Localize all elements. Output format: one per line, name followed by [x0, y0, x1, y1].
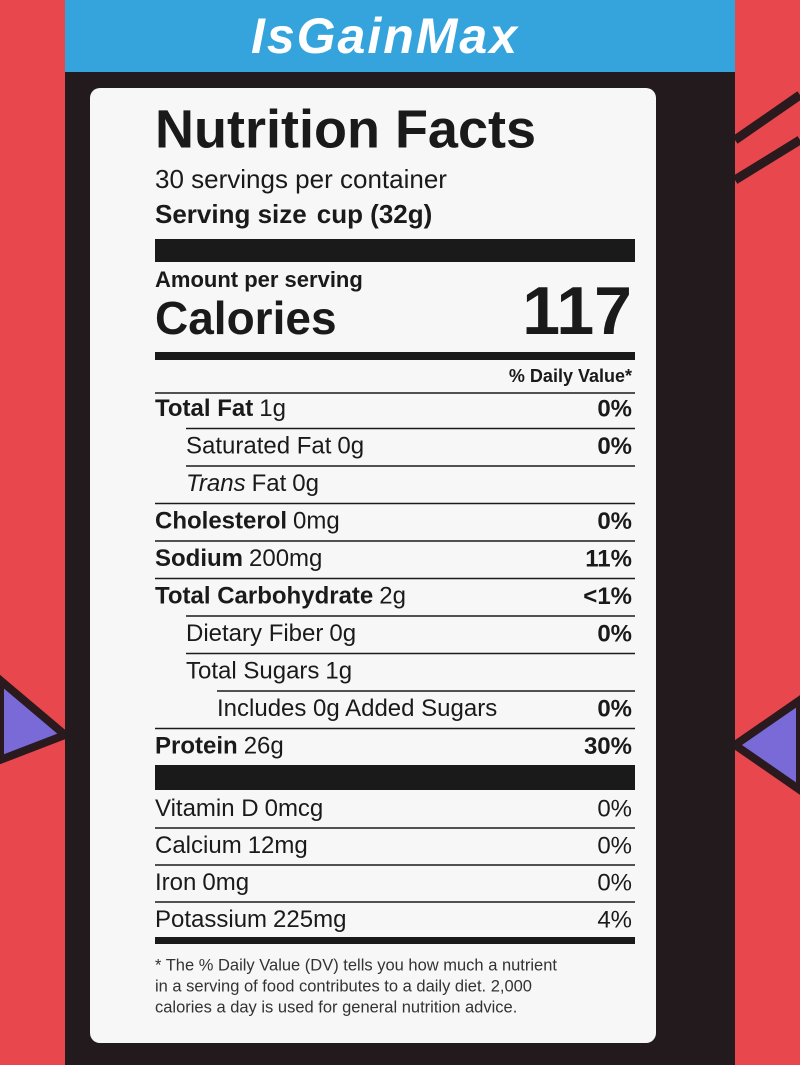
- nutrient-name-italic: Trans: [186, 470, 246, 497]
- servings: 30 servings per container: [155, 164, 447, 194]
- nutrient-name: Total Fat: [155, 395, 253, 422]
- nutrient-row: Total Sugars 1g: [186, 658, 352, 685]
- vitamin-row: Vitamin D 0mcg: [155, 795, 323, 822]
- nutrient-row: Dietary Fiber 0g: [186, 620, 356, 647]
- dv-header: % Daily Value*: [509, 366, 632, 386]
- vitamin-dv: 0%: [597, 795, 632, 822]
- thick-rule: [155, 765, 635, 790]
- vitamin-row: Iron 0mg: [155, 869, 249, 896]
- nutrient-row: Sodium 200mg: [155, 545, 322, 572]
- nutrient-name: Cholesterol: [155, 508, 287, 535]
- vitamin-row: Potassium 225mg: [155, 906, 346, 933]
- amount-per-serving: Amount per serving: [155, 267, 363, 292]
- vitamin-row: Calcium 12mg: [155, 832, 308, 859]
- decor-stripes: [732, 91, 800, 184]
- nutrient-amount: 2g: [379, 583, 406, 610]
- nutrient-name: Protein: [155, 733, 238, 760]
- brand-banner: [65, 0, 735, 74]
- nutrient-name: Fat: [252, 470, 287, 497]
- brand-name: IsGainMax: [251, 8, 519, 64]
- nutrient-row: Total Carbohydrate 2g: [155, 583, 406, 610]
- nutrient-dv: 0%: [597, 620, 632, 647]
- title: Nutrition Facts: [155, 99, 536, 159]
- vitamin-dv: 4%: [597, 906, 632, 933]
- nutrient-amount: 1g: [325, 658, 352, 685]
- vitamin-amount: 0mcg: [265, 795, 324, 822]
- nutrient-dv: 0%: [597, 395, 632, 422]
- nutrient-dv: 0%: [597, 433, 632, 460]
- nutrient-row: Trans Fat 0g: [186, 470, 319, 497]
- nutrient-dv: 0%: [597, 695, 632, 722]
- vitamin-amount: 12mg: [248, 832, 308, 859]
- nutrient-name: Dietary Fiber: [186, 620, 323, 647]
- label-panel: [90, 88, 656, 1043]
- nutrient-dv: 0%: [597, 508, 632, 535]
- nutrient-amount: 0g: [337, 433, 364, 460]
- nutrient-row: Saturated Fat 0g: [186, 433, 364, 460]
- nutrient-amount: 0g: [292, 470, 319, 497]
- decor-triangle: [727, 695, 800, 795]
- vitamin-name: Calcium: [155, 832, 242, 859]
- medium-rule: [155, 937, 635, 944]
- thick-rule: [155, 239, 635, 262]
- vitamin-name: Iron: [155, 869, 196, 896]
- nutrient-amount: 0g: [329, 620, 356, 647]
- vitamin-amount: 225mg: [273, 906, 346, 933]
- calories-value: 117: [522, 273, 632, 349]
- vitamin-dv: 0%: [597, 832, 632, 859]
- vitamin-amount: 0mg: [202, 869, 249, 896]
- nutrient-name: Sodium: [155, 545, 243, 572]
- nutrient-row: Protein 26g: [155, 733, 284, 760]
- nutrient-amount: 0mg: [293, 508, 340, 535]
- calories-label: Calories: [155, 292, 337, 344]
- vitamin-name: Potassium: [155, 906, 267, 933]
- nutrient-amount: 1g: [259, 395, 286, 422]
- footnote-line: calories a day is used for general nutri…: [155, 998, 517, 1016]
- nutrient-dv: <1%: [583, 583, 632, 610]
- serving-size: Serving size cup (32g): [155, 199, 432, 229]
- nutrient-row: Total Fat 1g: [155, 395, 286, 422]
- nutrient-name: Includes 0g Added Sugars: [217, 695, 497, 722]
- nutrient-name: Total Sugars: [186, 658, 319, 685]
- nutrient-name: Total Carbohydrate: [155, 583, 373, 610]
- footnote-line: * The % Daily Value (DV) tells you how m…: [155, 956, 557, 974]
- nutrient-row: Includes 0g Added Sugars: [217, 695, 497, 722]
- vitamin-name: Vitamin D: [155, 795, 259, 822]
- nutrient-dv: 11%: [585, 545, 632, 572]
- vitamin-dv: 0%: [597, 869, 632, 896]
- decor-triangle: [0, 674, 73, 765]
- footnote-line: in a serving of food contributes to a da…: [155, 977, 532, 995]
- nutrient-amount: 26g: [244, 733, 284, 760]
- nutrient-amount: 200mg: [249, 545, 322, 572]
- serving-size-label: Serving size: [155, 199, 307, 229]
- nutrient-name: Saturated Fat: [186, 433, 332, 460]
- serving-size-value: cup (32g): [317, 199, 433, 229]
- medium-rule: [155, 352, 635, 360]
- nutrient-row: Cholesterol 0mg: [155, 508, 340, 535]
- nutrient-dv: 30%: [584, 733, 632, 760]
